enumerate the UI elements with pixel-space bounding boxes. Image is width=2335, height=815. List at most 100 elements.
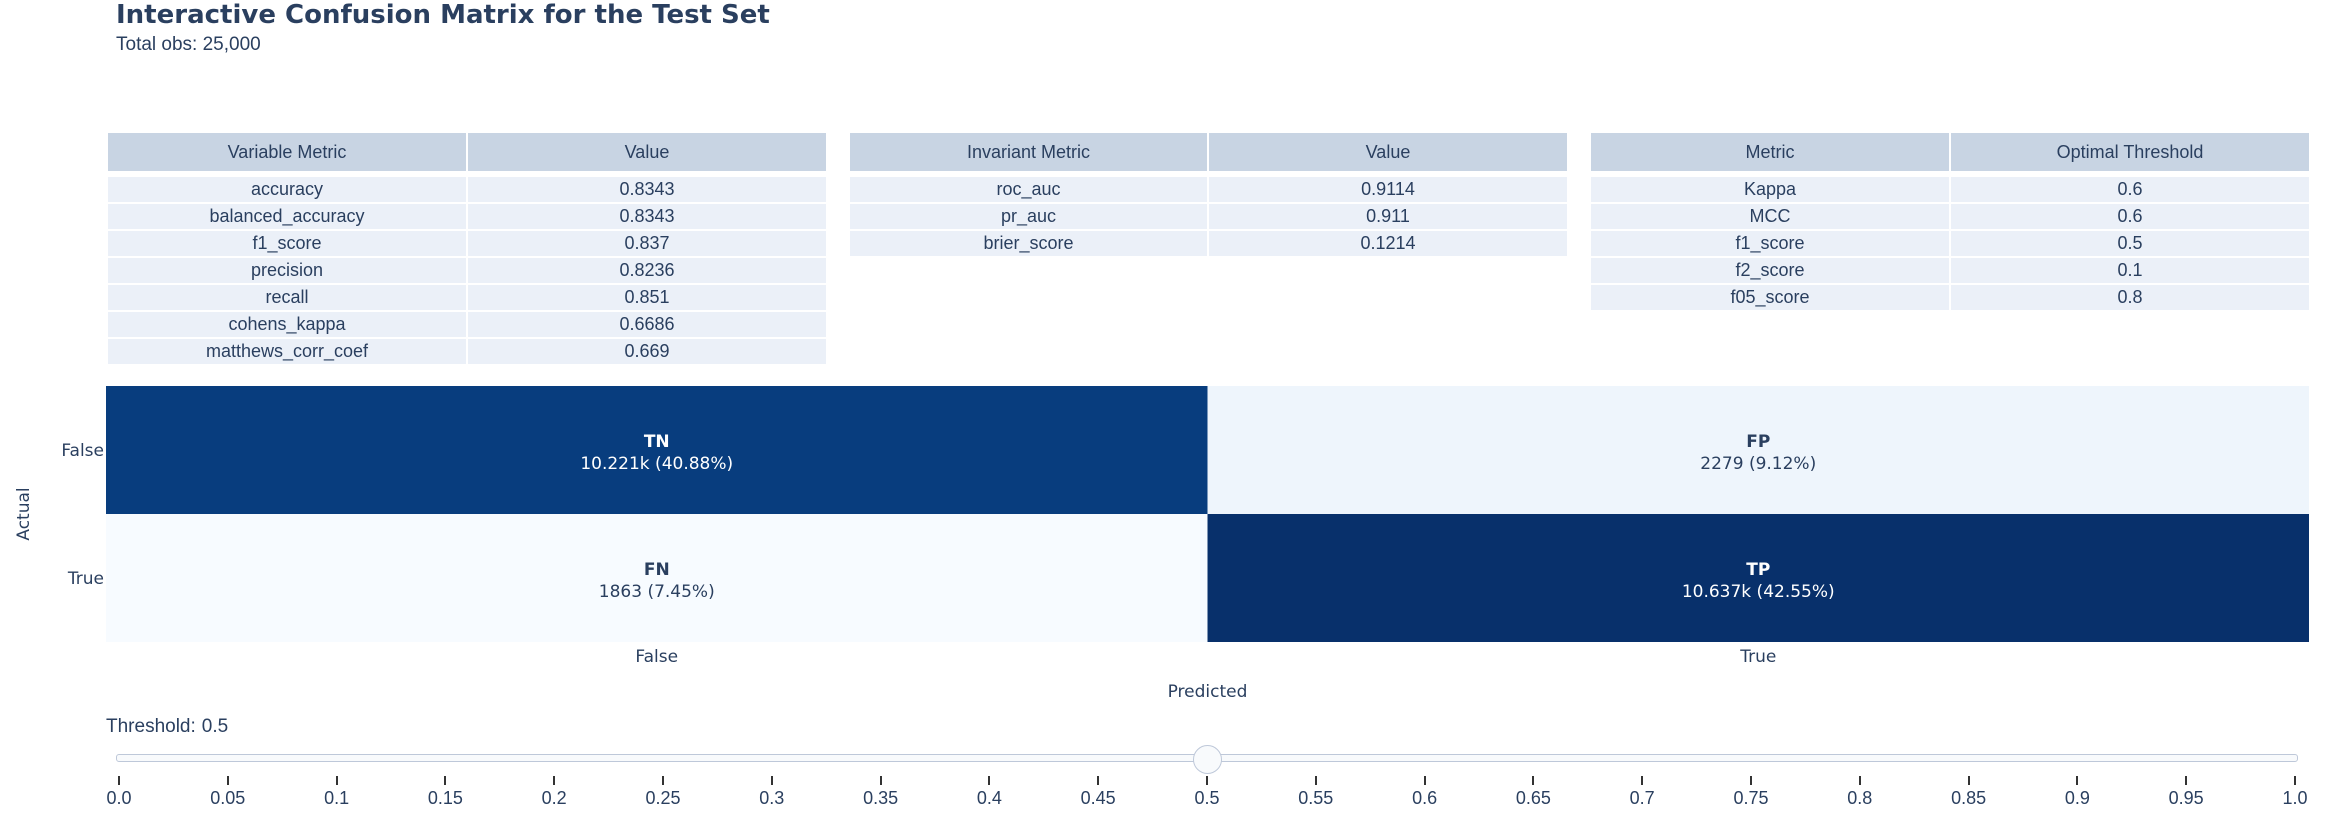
table-row: MCC 0.6 [1589, 202, 2311, 231]
table-row: f1_score 0.5 [1589, 229, 2311, 258]
slider-tick [879, 776, 882, 785]
metric-value-cell: 0.8343 [466, 202, 828, 231]
slider-tick [1967, 776, 1970, 785]
slider-tick-label: 0.2 [541, 788, 567, 808]
metric-name-cell: accuracy [106, 175, 468, 204]
chart-title: Interactive Confusion Matrix for the Tes… [116, 0, 770, 30]
cell-name-label: FN [644, 560, 670, 580]
slider-tick-label: 0.9 [2064, 788, 2090, 808]
cell-value-label: 1863 (7.45%) [599, 582, 715, 602]
table-header: Invariant Metric [848, 131, 1209, 173]
slider-tick [2185, 776, 2188, 785]
cell-value-label: 2279 (9.12%) [1700, 454, 1816, 474]
table-row: roc_auc 0.9114 [848, 175, 1569, 204]
y-tick-label: True [67, 569, 104, 589]
slider-tick [988, 776, 991, 785]
x-tick-label: True [1739, 647, 1776, 667]
slider-tick-label: 0.65 [1515, 788, 1551, 808]
table-row: f2_score 0.1 [1589, 256, 2311, 285]
metric-name-cell: roc_auc [848, 175, 1209, 204]
metric-name-cell: f1_score [1589, 229, 1951, 258]
threshold-slider-label: Threshold: 0.5 [106, 716, 228, 738]
metric-name-cell: cohens_kappa [106, 310, 468, 339]
slider-tick [226, 776, 229, 785]
table-header: Variable Metric [106, 131, 468, 173]
table-row: cohens_kappa 0.6686 [106, 310, 828, 339]
metric-value-cell: 0.8343 [466, 175, 828, 204]
x-tick-label: False [635, 647, 678, 667]
slider-tick [1423, 776, 1426, 785]
slider-tick-label: 0.0 [106, 788, 132, 808]
slider-tick [118, 776, 120, 785]
metric-value-cell: 0.8236 [466, 256, 828, 285]
metric-value-cell: 0.911 [1207, 202, 1569, 231]
metric-name-cell: matthews_corr_coef [106, 337, 468, 366]
slider-tick [1858, 776, 1861, 785]
metric-name-cell: precision [106, 256, 468, 285]
cell-value-label: 10.221k (40.88%) [580, 454, 733, 474]
table-row: f05_score 0.8 [1589, 283, 2311, 312]
slider-tick-label: 0.4 [976, 788, 1002, 808]
metric-name-cell: Kappa [1589, 175, 1951, 204]
table-header: Value [466, 131, 828, 173]
slider-tick [662, 776, 664, 785]
metric-value-cell: 0.9114 [1207, 175, 1569, 204]
table-row: balanced_accuracy 0.8343 [106, 202, 828, 231]
cell-value-label: 10.637k (42.55%) [1682, 582, 1835, 602]
y-tick-label: False [61, 441, 104, 461]
slider-tick [1314, 776, 1317, 785]
y-axis-title: Actual [14, 487, 34, 540]
slider-tick-label: 0.05 [210, 788, 246, 808]
slider-tick [444, 776, 447, 785]
table-row: recall 0.851 [106, 283, 828, 312]
metric-name-cell: recall [106, 283, 468, 312]
slider-tick-label: 0.15 [427, 788, 463, 808]
metric-name-cell: pr_auc [848, 202, 1209, 231]
slider-tick [553, 776, 556, 785]
slider-tick-label: 1.0 [2282, 788, 2308, 808]
table-header: Metric [1589, 131, 1951, 173]
table-row: precision 0.8236 [106, 256, 828, 285]
slider-tick-label: 0.25 [645, 788, 681, 808]
threshold-value: 0.5 [201, 716, 229, 737]
table-row: f1_score 0.837 [106, 229, 828, 258]
table-row: Kappa 0.6 [1589, 175, 2311, 204]
slider-tick [1750, 776, 1752, 785]
metric-value-cell: 0.1 [1949, 256, 2311, 285]
invariant-metric-table: Invariant Metric Value roc_auc 0.9114 pr_a… [848, 131, 1569, 258]
metric-value-cell: 0.6686 [466, 310, 828, 339]
slider-tick-label: 0.8 [1847, 788, 1873, 808]
slider-tick [1641, 776, 1644, 785]
cell-name-label: FP [1746, 432, 1770, 452]
x-axis-title: Predicted [1168, 682, 1248, 702]
metric-value-cell: 0.1214 [1207, 229, 1569, 258]
variable-metric-table: Variable Metric Value accuracy 0.8343 bala… [106, 131, 828, 366]
metric-value-cell: 0.6 [1949, 175, 2311, 204]
metric-name-cell: f05_score [1589, 283, 1951, 312]
table-header: Optimal Threshold [1949, 131, 2311, 173]
optimal-threshold-table: Metric Optimal Threshold Kappa 0.6 MCC 0.6 f… [1589, 131, 2311, 312]
slider-tick [1206, 776, 1208, 785]
heatmap-cell-fp [1207, 386, 2309, 514]
slider-tick-label: 0.95 [2168, 788, 2204, 808]
metric-value-cell: 0.851 [466, 283, 828, 312]
metric-value-cell: 0.6 [1949, 202, 2311, 231]
metric-value-cell: 0.669 [466, 337, 828, 366]
slider-tick-label: 0.1 [324, 788, 350, 808]
metric-name-cell: f1_score [106, 229, 468, 258]
chart-subtitle: Total obs: 25,000 [116, 34, 261, 55]
heatmap-cell-fn [106, 514, 1208, 642]
heatmap-cell-tp [1207, 514, 2309, 642]
slider-tick-label: 0.5 [1194, 788, 1220, 808]
slider-tick [2076, 776, 2079, 785]
slider-tick-label: 0.75 [1733, 788, 1769, 808]
slider-tick [1532, 776, 1535, 785]
slider-tick [335, 776, 338, 785]
slider-tick-label: 0.6 [1412, 788, 1438, 808]
slider-tick-label: 0.3 [759, 788, 785, 808]
cell-name-label: TP [1746, 560, 1770, 580]
threshold-slider-handle[interactable] [1193, 745, 1222, 774]
metric-name-cell: MCC [1589, 202, 1951, 231]
heatmap-cell-tn [106, 386, 1208, 514]
